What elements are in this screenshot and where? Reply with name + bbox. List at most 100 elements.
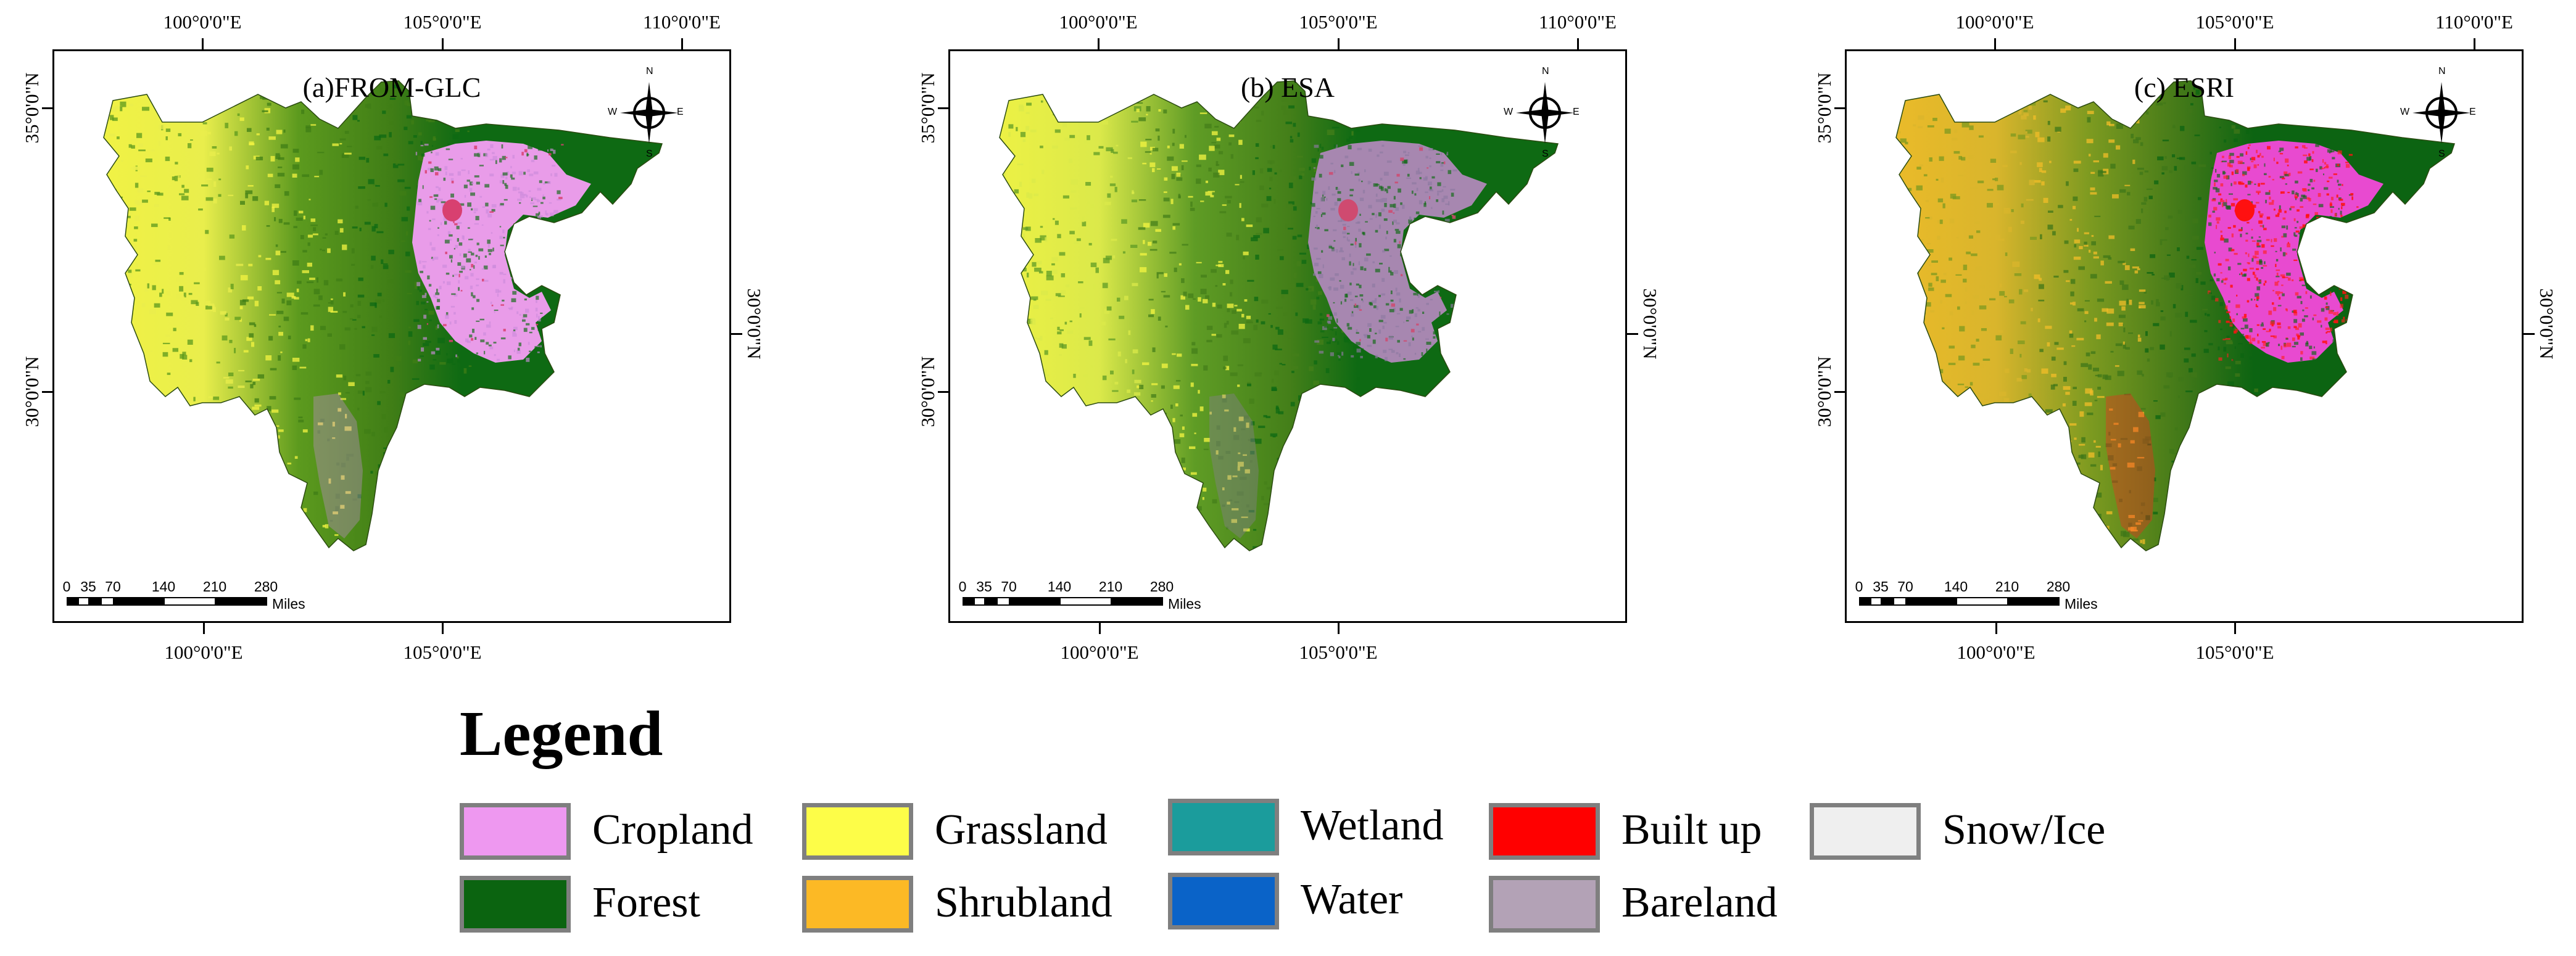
scale-bar-tick-label: 210 [1995,579,2019,595]
top-lon-label-1: 105°0'0"E [2195,11,2274,33]
left-lat-label-0: 35°0'0"N [21,72,43,144]
scale-bar-tick-label: 70 [1001,579,1017,595]
legend-label-forest: Forest [592,879,700,926]
map-frame-c: (c) ESRI N S E W 0 35 70 140 210 280 Miles [1845,49,2524,623]
left-tick-0 [938,107,949,109]
legend-title: Legend [460,698,663,769]
legend-swatch-snow-ice [1810,803,1921,860]
top-tick-1 [442,38,444,49]
right-lat-label-0: 30°0'0"N [743,288,765,360]
scale-bar-tick-label: 70 [1897,579,1913,595]
legend-label-snow-ice: Snow/Ice [1942,806,2106,854]
left-lat-label-1: 30°0'0"N [21,356,43,427]
legend-swatch-shrubland [802,876,913,933]
land-cover-map-c [1895,80,2456,551]
legend-swatch-bareland [1489,876,1600,933]
scale-bar-segment [1893,597,1907,606]
scale-bar-tick-label: 35 [976,579,992,595]
scale-bar-tick-label: 0 [1855,579,1863,595]
scale-bar-segment [1905,597,1957,606]
legend-swatch-cropland [460,803,571,860]
scale-bar-segment [215,597,267,606]
bottom-lon-label-0: 100°0'0"E [164,641,243,663]
top-lon-label-1: 105°0'0"E [403,11,482,33]
legend-swatch-grassland [802,803,913,860]
scale-bar: 0 35 70 140 210 280 Miles [1853,579,2100,612]
top-lon-label-1: 105°0'0"E [1299,11,1378,33]
map-frame-a: (a)FROM-GLC N S E W 0 35 70 140 210 280 Miles [52,49,731,623]
north-letter: N [1542,66,1549,76]
bottom-tick-1 [1338,623,1340,634]
scale-bar-segment [996,597,1010,606]
land-cover-map-a [103,80,663,551]
legend-label-shrubland: Shrubland [935,879,1112,926]
map-title-c: (c) ESRI [2134,72,2235,103]
left-tick-1 [1834,391,1845,393]
top-lon-label-0: 100°0'0"E [163,11,242,33]
scale-bar-segment [2007,597,2060,606]
bottom-tick-1 [2234,623,2236,634]
bottom-tick-1 [442,623,444,634]
top-lon-label-0: 100°0'0"E [1059,11,1138,33]
north-arrow-icon: N S E W [1504,64,1580,162]
scale-bar-segment [1059,597,1112,606]
right-lat-label-0: 30°0'0"N [1639,288,1661,360]
map-panel-c: 100°0'0"E 105°0'0"E 110°0'0"E 100°0'0"E 105°… [1792,0,2557,703]
top-lon-label-0: 100°0'0"E [1955,11,2034,33]
north-letter: N [2438,66,2446,76]
scale-bar-tick-label: 140 [151,579,176,595]
scale-bar-tick-label: 280 [1149,579,1174,595]
scale-bar-segment [101,597,114,606]
scale-bar: 0 35 70 140 210 280 Miles [956,579,1203,612]
east-letter: E [677,107,684,117]
scale-bar-tick-label: 210 [1098,579,1123,595]
top-tick-2 [681,38,683,49]
bottom-lon-label-1: 105°0'0"E [1299,641,1378,663]
scale-bar-segment [88,597,102,606]
scale-bar-segment [1881,597,1894,606]
scale-bar-tick-label: 210 [202,579,227,595]
top-lon-label-2: 110°0'0"E [643,11,721,33]
scale-bar-tick-label: 0 [958,579,967,595]
top-tick-1 [2234,38,2236,49]
west-letter: W [2400,107,2410,117]
west-letter: W [608,107,618,117]
top-tick-2 [1577,38,1579,49]
left-lat-label-1: 30°0'0"N [917,356,938,427]
scale-bar-tick-label: 0 [62,579,71,595]
top-tick-0 [202,38,204,49]
north-letter: N [646,66,653,76]
map-panel-a: 100°0'0"E 105°0'0"E 110°0'0"E 100°0'0"E 105°… [0,0,765,703]
scale-bar-segment [963,597,975,606]
left-lat-label-0: 35°0'0"N [917,72,938,144]
top-tick-0 [1098,38,1100,49]
north-arrow-icon: N S E W [2400,64,2476,162]
right-tick-0 [2524,333,2535,335]
left-lat-label-1: 30°0'0"N [1813,356,1835,427]
scale-bar-tick-label: 70 [105,579,121,595]
bottom-lon-label-0: 100°0'0"E [1060,641,1139,663]
south-letter: S [2438,149,2445,159]
legend-label-cropland: Cropland [592,806,753,854]
scale-bar-segment [1009,597,1061,606]
bottom-lon-label-1: 105°0'0"E [403,641,482,663]
scale-bar-tick-label: 140 [1047,579,1072,595]
top-lon-label-2: 110°0'0"E [2435,11,2513,33]
right-tick-0 [1627,333,1638,335]
legend-label-water: Water [1301,876,1403,923]
scale-bar-unit: Miles [272,596,305,612]
scale-bar-tick-label: 35 [1873,579,1889,595]
top-tick-2 [2474,38,2475,49]
east-letter: E [2469,107,2476,117]
scale-bar-tick-label: 35 [80,579,96,595]
legend-label-built-up: Built up [1621,806,1762,854]
scale-bar-segment [1956,597,2008,606]
map-title-b: (b) ESA [1240,72,1335,103]
scale-bar-segment [164,597,216,606]
legend: Legend Cropland Grassland Wetland Built … [460,697,2557,956]
scale-bar-tick-label: 280 [2046,579,2071,595]
scale-bar-unit: Miles [2065,596,2098,612]
top-tick-0 [1994,38,1996,49]
left-tick-0 [1834,107,1845,109]
legend-swatch-built-up [1489,803,1600,860]
